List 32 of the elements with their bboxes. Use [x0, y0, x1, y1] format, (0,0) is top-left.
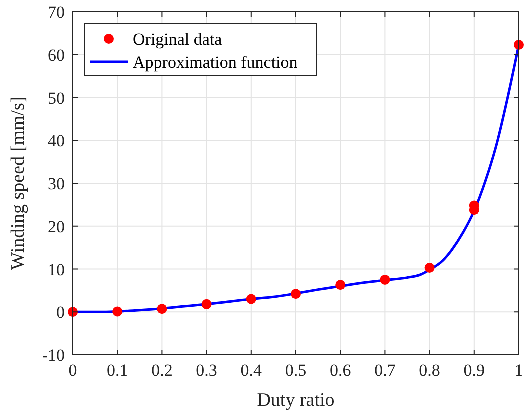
y-tick-label: 30 [48, 174, 65, 194]
y-tick-label: 0 [56, 303, 65, 322]
y-tick-label: -10 [42, 346, 65, 365]
y-tick-label: 10 [48, 260, 65, 280]
point [246, 294, 256, 304]
point [336, 280, 346, 290]
x-tick-label: 0.5 [285, 361, 307, 380]
point [112, 306, 123, 317]
x-tick-label: 0.3 [196, 361, 218, 380]
x-tick-label: 0.1 [106, 361, 128, 380]
point [157, 304, 168, 314]
x-axis-title: Duty ratio [257, 390, 335, 411]
point [424, 262, 435, 273]
point [202, 299, 212, 310]
y-tick-label: 60 [48, 46, 65, 65]
x-tick-label: 0.6 [330, 361, 352, 380]
legend-label: Approximation function [133, 53, 298, 72]
y-axis-title: Winding speed [mm/s] [8, 96, 29, 270]
x-tick-label: 1 [514, 361, 524, 380]
point [291, 289, 301, 300]
x-tick-label: 0.4 [240, 361, 263, 380]
y-tick-label: 20 [48, 217, 65, 236]
y-tick-label: 70 [48, 3, 65, 22]
x-tick-label: 0.2 [152, 361, 173, 380]
x-tick-label: 0.9 [464, 361, 486, 380]
point [380, 274, 390, 285]
x-tick-label: 0 [68, 361, 78, 380]
y-tick-label: 50 [48, 88, 65, 108]
legend-label: Original data [133, 30, 223, 49]
y-tick-label: 40 [48, 132, 65, 151]
x-tick-label: 0.7 [374, 361, 396, 380]
x-tick-label: 0.8 [419, 361, 440, 380]
